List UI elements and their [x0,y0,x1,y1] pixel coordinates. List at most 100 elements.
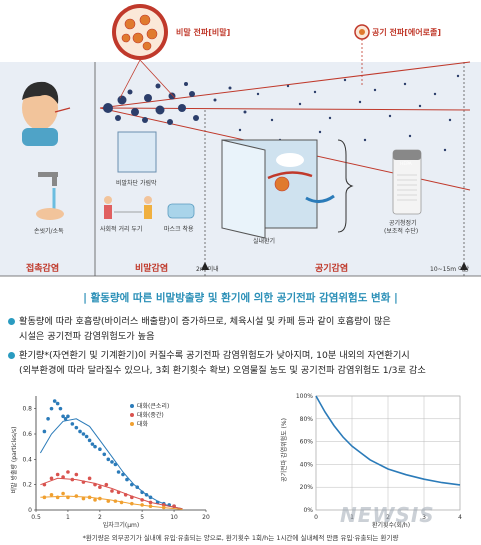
data-point [130,495,134,500]
y-tick-label: 40% [300,461,314,468]
data-point [119,500,124,505]
legend-marker [130,404,134,408]
y-tick-label: 0.4 [22,456,32,463]
data-point [161,505,166,510]
data-point [66,470,70,474]
data-point [130,501,134,506]
ventilation-window-illustration [221,139,335,239]
data-point [135,485,140,489]
data-point [90,442,95,446]
x-tick-label: 3 [422,514,426,521]
x-tick-label: 4 [458,514,462,521]
data-point [49,406,54,411]
hepa-label: HEPA [400,162,412,167]
data-point [42,495,47,500]
droplet-route-label: 비말 전파[비말] [176,28,231,37]
data-point [98,485,102,489]
bullet-ventilation-line2: (외부환경에 따라 달라질수 있으나, 3회 환기횟수 확보) 오염물질 농도 … [19,365,426,376]
data-point [172,504,176,508]
distance-far-label: 10~15m 이상 [430,266,470,273]
purifier-sub-label: (보조적 수단) [384,228,419,235]
bullet-dot-icon [8,352,15,359]
zone-contact: 접촉감염 [26,264,60,274]
aerosol-particles [213,74,460,152]
data-point [70,477,75,482]
data-point [123,493,128,497]
data-point [93,498,97,502]
mask-label: 마스크 착용 [164,226,194,233]
data-point [116,470,121,474]
data-point [98,496,102,501]
data-point [148,495,153,500]
data-point [104,482,109,487]
data-point [78,429,82,434]
data-point [74,494,79,498]
handwash-label: 손씻기/소독 [34,228,64,235]
droplet-particles [103,82,199,125]
data-point [42,429,47,434]
y-tick-label: 60% [300,439,314,446]
data-point [58,406,63,411]
ventilation-label: 실내환기 [253,238,276,245]
data-point [87,438,92,443]
data-point [113,499,118,503]
data-point [87,495,92,500]
data-point [121,472,125,477]
x-tick-label: 0 [314,514,318,521]
data-point [130,482,134,487]
bullet-activity-line2: 시설은 공기전파 감염위험도가 높음 [19,331,155,342]
cone-upper-line [99,61,471,109]
x-axis-title: 환기횟수(회/h) [372,521,410,529]
data-point [144,493,149,497]
data-point [106,457,111,462]
section-heading: | 활동량에 따른 비말방출량 및 환기에 의한 공기전파 감염위험도 변화 | [83,292,398,304]
zone-droplet: 비말감염 [135,264,169,274]
data-point [87,476,92,481]
y-tick-label: 0.2 [22,482,32,489]
cone-middle-line [99,107,471,111]
y-tick-label: 0 [28,507,32,514]
data-point [116,490,121,495]
data-point [93,482,97,487]
data-point [106,499,111,503]
x-tick-label: 10 [170,514,178,521]
legend-label: 대화(큰소리) [137,402,169,410]
x-tick-label: 20 [202,514,210,521]
marker-2m-triangle [201,262,209,270]
footnote: *환기량은 외부공기가 실내에 유입·유출되는 양으로, 환기횟수 1회/h는 … [82,534,399,542]
y-tick-label: 80% [300,416,314,423]
data-point [110,489,114,493]
data-point [140,490,144,495]
x-tick-label: 1 [66,514,70,521]
bullet-activity: 활동량에 따라 호흡량(바이러스 배출량)이 증가하므로, 체육시설 및 카페 … [8,314,474,344]
legend-label: 대화(중간) [137,411,164,419]
y-tick-label: 0.8 [22,406,32,413]
data-point [81,480,86,484]
purifier-label: 공기청정기 [389,220,417,227]
data-point [81,432,86,436]
x-tick-label: 1 [350,514,354,521]
data-point [74,472,79,477]
data-point [110,460,114,464]
data-point [55,472,60,477]
y-tick-label: 0.6 [22,431,32,438]
data-point [140,498,144,502]
y-tick-label: 0% [303,507,313,514]
x-axis-title: 입자크기(μm) [103,521,139,529]
distancing-label: 사회적 거리 두기 [100,226,143,233]
data-point [63,417,68,421]
risk-curve-line [315,395,461,486]
data-point [140,503,144,507]
legend-marker [130,422,134,426]
data-point [61,475,65,479]
data-point [113,462,118,467]
data-point [49,476,54,481]
data-point [55,401,60,406]
y-tick-label: 20% [300,484,314,491]
data-point [61,491,65,496]
air-purifier-illustration [392,149,422,215]
droplet-barrier-illustration [117,131,157,173]
data-point [98,447,102,451]
data-point [46,417,50,421]
